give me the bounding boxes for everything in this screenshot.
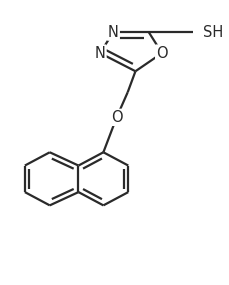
- Text: N: N: [107, 25, 118, 40]
- Text: O: O: [155, 46, 167, 61]
- Text: N: N: [94, 46, 105, 61]
- Text: O: O: [110, 110, 122, 125]
- Text: SH: SH: [202, 25, 222, 40]
